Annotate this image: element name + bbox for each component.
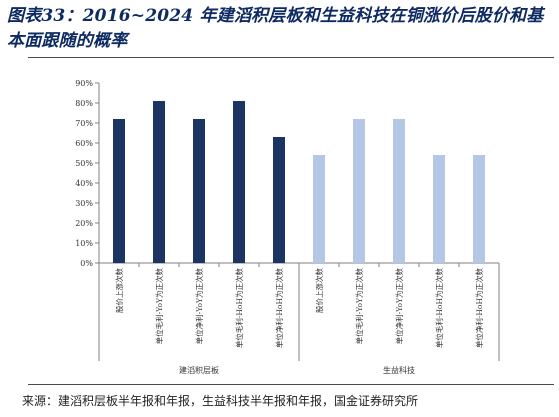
y-tick-label: 10% [75, 239, 93, 248]
y-tick-label: 90% [75, 79, 93, 88]
bar-2-3 [393, 119, 405, 263]
x-category-label: 股价上涨次数 [114, 268, 124, 313]
y-tick-label: 50% [75, 159, 93, 168]
x-category-label: 单位净利-YoY为正次数 [194, 268, 204, 345]
y-tick-label: 20% [75, 219, 93, 228]
group-label: 建滔积层板 [179, 365, 219, 375]
x-category-label: 单位毛利-YoY为正次数 [354, 268, 364, 345]
y-tick-label: 80% [75, 99, 93, 108]
bar-2-1 [313, 155, 325, 263]
title-divider [28, 57, 554, 58]
x-category-label: 单位毛利-HoH为正次数 [234, 268, 244, 349]
source-note: 来源：建滔积层板半年报和年报，生益科技半年报和年报，国金证券研究所 [22, 394, 419, 408]
bar-1-2 [153, 101, 165, 263]
bar-1-1 [113, 119, 125, 263]
bar-2-2 [353, 119, 365, 263]
bar-2-4 [433, 155, 445, 263]
group-label: 生益科技 [383, 365, 415, 375]
y-tick-label: 30% [75, 199, 93, 208]
x-category-label: 单位净利-YoY为正次数 [394, 268, 404, 345]
x-category-label: 单位毛利-YoY为正次数 [154, 268, 164, 345]
x-category-label: 单位净利-HoH为正次数 [274, 268, 284, 349]
y-tick-label: 60% [75, 139, 93, 148]
x-category-label: 单位毛利-HoH为正次数 [434, 268, 444, 349]
y-tick-label: 70% [75, 119, 93, 128]
source-divider [28, 384, 554, 385]
bar-1-3 [193, 119, 205, 263]
figure-title: 图表33：2016~2024 年建滔积层板和生益科技在铜涨价后股价和基本面跟随的… [7, 6, 544, 51]
x-category-label: 单位净利-HoH为正次数 [474, 268, 484, 349]
x-category-label: 股价上涨次数 [314, 268, 324, 313]
bar-2-5 [473, 155, 485, 263]
y-tick-label: 40% [75, 179, 93, 188]
bar-1-4 [233, 101, 245, 263]
y-tick-label: 0% [80, 259, 93, 268]
bar-1-5 [273, 137, 285, 263]
